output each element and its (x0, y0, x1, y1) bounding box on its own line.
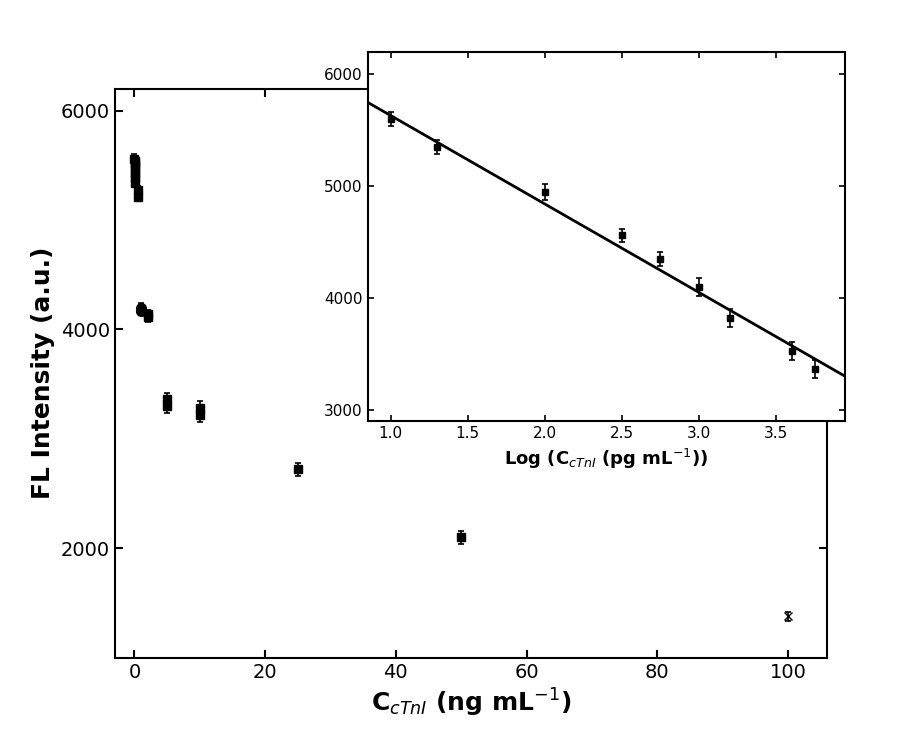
X-axis label: C$_{cTnI}$ (ng mL$^{-1}$): C$_{cTnI}$ (ng mL$^{-1}$) (370, 687, 572, 719)
Y-axis label: FL Intensity (a.u.): FL Intensity (a.u.) (31, 247, 55, 500)
X-axis label: Log (C$_{cTnI}$ (pg mL$^{-1}$)): Log (C$_{cTnI}$ (pg mL$^{-1}$)) (505, 446, 709, 471)
